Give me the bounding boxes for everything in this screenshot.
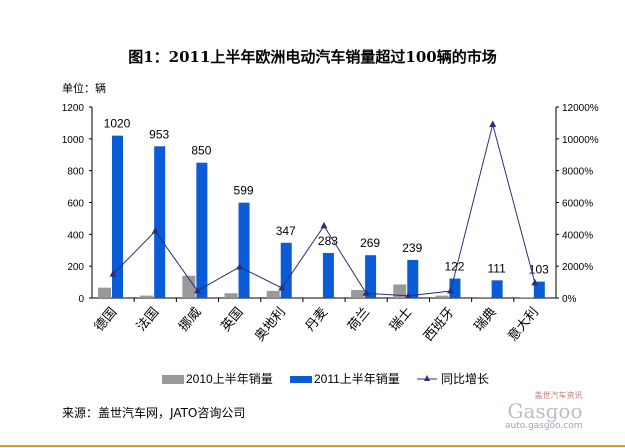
bar-2011 xyxy=(196,162,208,298)
legend-label-2011: 2011上半年销量 xyxy=(314,372,400,386)
y-tick-label: 400 xyxy=(67,230,84,241)
bar-2010 xyxy=(140,295,154,298)
chart-svg: 0200400600800100012000%2000%4000%6000%80… xyxy=(62,103,599,386)
x-tick-label: 意大利 xyxy=(505,304,542,344)
y2-tick-label: 6000% xyxy=(562,199,593,210)
unit-label: 单位：辆 xyxy=(62,82,106,95)
growth-marker xyxy=(447,286,455,294)
bar-2011 xyxy=(154,146,166,298)
data-label: 953 xyxy=(149,127,169,141)
y-tick-label: 200 xyxy=(67,262,84,273)
data-label: 239 xyxy=(402,241,422,255)
y2-tick-label: 8000% xyxy=(562,167,593,178)
data-label: 111 xyxy=(488,261,507,275)
growth-marker xyxy=(109,270,117,277)
y2-tick-label: 10000% xyxy=(562,135,599,146)
y2-tick-label: 4000% xyxy=(562,230,593,241)
bar-2010 xyxy=(393,284,407,298)
growth-marker xyxy=(278,283,286,291)
bar-2011 xyxy=(491,280,503,298)
legend-label-2010: 2010上半年销量 xyxy=(186,372,273,386)
gasgoo-watermark: 盖世汽车资讯 Gasgoo auto.gasgoo.com xyxy=(505,390,583,431)
bar-2010 xyxy=(435,295,449,298)
x-tick-label: 德国 xyxy=(91,304,119,334)
x-tick-label: 英国 xyxy=(218,304,246,334)
y-tick-label: 800 xyxy=(67,167,84,178)
bar-2010 xyxy=(98,287,111,298)
y-tick-label: 1000 xyxy=(62,135,85,146)
growth-marker xyxy=(151,227,159,234)
growth-marker xyxy=(531,278,539,286)
y2-tick-label: 2000% xyxy=(562,262,593,273)
bar-2011 xyxy=(449,278,461,298)
watermark-url: auto.gasgoo.com xyxy=(505,421,583,431)
x-tick-label: 荷兰 xyxy=(344,304,372,334)
data-label: 1020 xyxy=(104,117,131,131)
data-label: 283 xyxy=(318,234,338,248)
data-label: 122 xyxy=(444,260,464,274)
legend-swatch-2010 xyxy=(162,375,184,384)
bar-2011 xyxy=(238,202,250,298)
data-label: 850 xyxy=(191,144,211,158)
growth-marker xyxy=(404,291,412,299)
growth-marker xyxy=(236,262,244,270)
legend-label-growth: 同比增长 xyxy=(441,372,489,386)
bar-2010 xyxy=(351,290,365,298)
growth-marker xyxy=(362,289,370,296)
growth-marker xyxy=(320,221,328,229)
legend-swatch-2011 xyxy=(290,376,312,383)
bar-2011 xyxy=(322,252,334,298)
growth-marker xyxy=(193,286,201,294)
bar-2010 xyxy=(519,297,533,298)
x-tick-label: 奥地利 xyxy=(252,304,289,344)
x-tick-label: 瑞士 xyxy=(386,304,414,334)
bar-2010 xyxy=(224,293,238,298)
y-tick-label: 1200 xyxy=(62,103,85,114)
x-tick-label: 丹麦 xyxy=(302,304,330,334)
watermark-tagline: 盖世汽车资讯 xyxy=(534,391,583,400)
legend-marker-growth xyxy=(424,375,430,381)
bar-2011 xyxy=(112,135,123,298)
x-tick-label: 法国 xyxy=(133,304,161,334)
bottom-rule xyxy=(0,445,625,447)
bar-2010 xyxy=(266,290,280,298)
bar-2011 xyxy=(280,242,292,298)
y-tick-label: 0 xyxy=(78,294,84,305)
data-label: 103 xyxy=(529,263,549,277)
bar-2011 xyxy=(365,255,377,298)
bar-2010 xyxy=(182,275,196,298)
y2-tick-label: 12000% xyxy=(562,103,599,114)
watermark-logo: Gasgoo xyxy=(507,399,583,423)
bar-2011 xyxy=(407,259,419,298)
data-label: 269 xyxy=(360,236,380,250)
data-label: 347 xyxy=(276,224,296,238)
growth-marker xyxy=(489,120,497,128)
y2-tick-label: 0% xyxy=(562,294,577,305)
bar-2011 xyxy=(533,281,545,298)
source-note: 来源：盖世汽车网，JATO咨询公司 xyxy=(62,406,246,420)
data-label: 599 xyxy=(234,184,254,198)
y-tick-label: 600 xyxy=(67,199,84,210)
x-tick-label: 西班牙 xyxy=(420,304,457,344)
x-tick-label: 挪威 xyxy=(176,304,204,334)
x-tick-label: 瑞典 xyxy=(471,304,499,334)
chart-title: 图1：2011上半年欧洲电动汽车销量超过100辆的市场 xyxy=(128,48,497,66)
